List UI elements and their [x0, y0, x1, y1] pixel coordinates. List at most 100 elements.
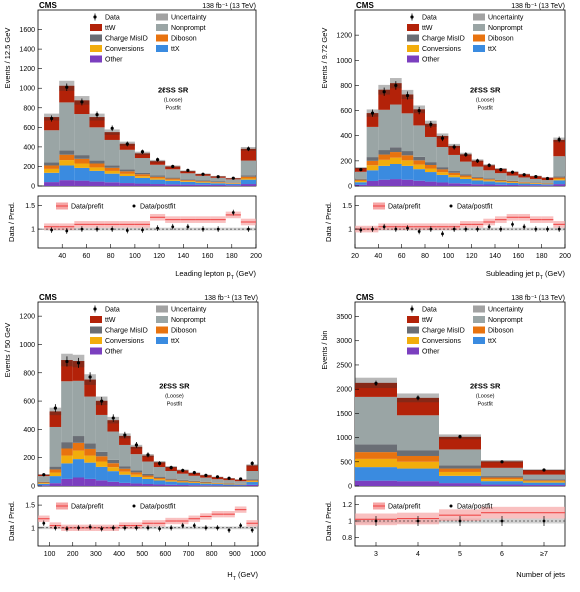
lumi-label: 138 fb⁻¹ (13 TeV)	[204, 295, 258, 302]
bar-other	[134, 183, 151, 186]
ratio-point	[464, 227, 468, 231]
bar-ttw	[436, 135, 449, 148]
legend-label-other: Other	[105, 349, 123, 356]
legend: Data ttW Charge MisID Conversions Other Uncer…	[407, 305, 524, 356]
legend-label-data: Data	[105, 307, 120, 314]
bar-diboson	[104, 167, 120, 171]
bar-diboson	[355, 179, 367, 181]
bar-chargemisid	[448, 171, 460, 173]
fit-label: Postfit	[166, 106, 182, 112]
legend-label-ratio-prefit: Data/prefit	[388, 504, 420, 511]
data-point	[110, 126, 114, 130]
data-point	[429, 122, 433, 126]
ratio-point	[169, 526, 173, 530]
bar-chargemisid	[355, 178, 367, 180]
legend-label-uncertainty: Uncertainty	[488, 15, 524, 22]
bar-chargemisid	[176, 479, 189, 481]
bar-conversions	[119, 173, 135, 177]
ratio-point	[487, 225, 491, 229]
legend-swatch-chargemisid	[90, 34, 102, 42]
bar-chargemisid	[165, 478, 177, 480]
ratio-point	[441, 232, 444, 236]
x-tick-label: 200	[250, 253, 262, 260]
bar-conversions	[397, 461, 439, 469]
bar-chargemisid	[397, 450, 439, 456]
bar-ttx	[448, 177, 460, 184]
bar-ttw	[72, 361, 85, 381]
bar-ttx	[130, 476, 143, 484]
bar-chargemisid	[49, 466, 62, 470]
x-axis-label: Number of jets	[516, 570, 565, 579]
bar-chargemisid	[460, 174, 472, 176]
legend-swatch-other	[407, 347, 419, 355]
fit-label: Postfit	[478, 106, 494, 112]
bar-chargemisid	[483, 178, 495, 180]
bar-ttx	[119, 176, 135, 184]
data-point	[370, 111, 375, 115]
bar-other	[483, 184, 495, 186]
bar-nonprompt	[188, 475, 201, 481]
legend-swatch-uncertainty	[473, 13, 485, 21]
bar-diboson	[188, 481, 201, 483]
x-tick-label: 5	[458, 551, 462, 558]
data-point	[522, 173, 526, 177]
bar-nonprompt	[180, 173, 196, 180]
bar-nonprompt	[483, 170, 495, 179]
region-sub-label: (Loose)	[476, 393, 495, 399]
bar-ttw	[142, 455, 154, 462]
bar-ttw	[180, 171, 196, 174]
bar-ttw	[390, 83, 402, 105]
bar-conversions	[460, 177, 472, 179]
bar-conversions	[59, 160, 75, 166]
legend-label-conversions: Conversions	[105, 46, 144, 53]
ratio-point	[406, 226, 409, 230]
legend-label-chargemisid: Charge MisID	[422, 328, 465, 335]
y-tick-label: 800	[23, 370, 35, 377]
y-tick-label: 800	[23, 105, 35, 112]
bar-ttw	[246, 465, 258, 471]
data-point	[216, 175, 220, 179]
bar-ttx	[180, 181, 196, 185]
region-label: 2ℓSS SR	[159, 381, 190, 390]
bar-other	[195, 184, 211, 186]
data-point	[239, 477, 243, 481]
legend-label-conversions: Conversions	[422, 338, 461, 345]
legend-swatch-conversions	[90, 337, 102, 344]
bar-diboson	[471, 177, 484, 180]
bar-chargemisid	[240, 175, 256, 177]
bar-diboson	[95, 456, 108, 462]
bar-chargemisid	[523, 479, 565, 481]
bar-ttx	[200, 483, 212, 486]
ratio-point	[181, 524, 185, 527]
ratio-point	[247, 227, 250, 231]
x-tick-label: 20	[351, 253, 359, 260]
data-point	[42, 473, 46, 477]
x-tick-label: 120	[153, 253, 165, 260]
bar-conversions	[390, 157, 402, 164]
bar-nonprompt	[130, 454, 143, 471]
bar-diboson	[495, 180, 507, 182]
bar-diboson	[150, 176, 166, 179]
bar-ttx	[176, 482, 189, 486]
bar-chargemisid	[95, 451, 108, 457]
bar-ttw	[188, 472, 201, 476]
x-tick-label: 180	[226, 253, 238, 260]
bar-ttw	[150, 161, 166, 165]
x-tick-label: 160	[202, 253, 214, 260]
bar-ttx	[225, 183, 241, 186]
data-point	[181, 468, 185, 473]
ratio-point	[65, 229, 69, 233]
legend-label-nonprompt: Nonprompt	[488, 25, 523, 32]
legend-label-uncertainty: Uncertainty	[171, 15, 207, 22]
bar-ttw	[59, 85, 75, 103]
legend: Data ttW Charge MisID Conversions Other Uncer…	[90, 13, 207, 64]
bar-ttx	[397, 468, 439, 482]
y-tick-label: 0	[31, 184, 35, 191]
data-point	[80, 100, 84, 104]
bar-conversions	[150, 178, 166, 180]
ratio-point	[394, 227, 398, 231]
data-point	[88, 375, 92, 379]
bar-ttw	[471, 160, 484, 167]
bar-ttx	[471, 180, 484, 185]
ratio-point	[201, 227, 205, 231]
